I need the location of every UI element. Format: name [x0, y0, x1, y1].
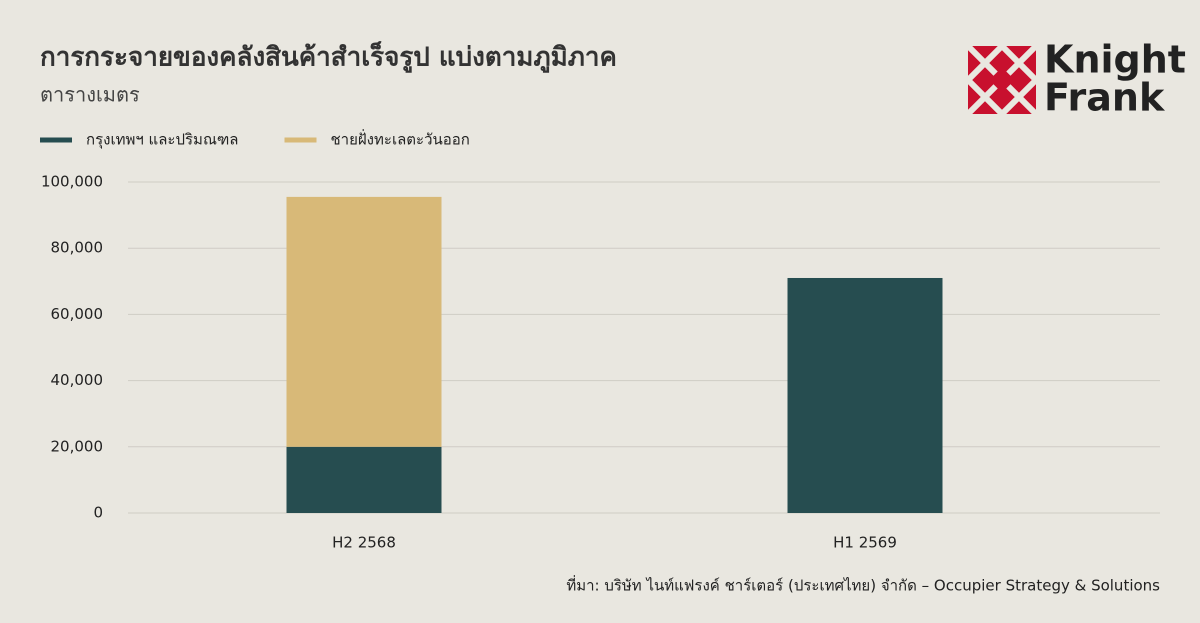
x-tick-label: H1 2569	[833, 534, 897, 552]
logo-text: Knight	[1044, 38, 1186, 82]
chart-title: การกระจายของคลังสินค้าสำเร็จรูป แบ่งตามภ…	[40, 41, 617, 74]
y-tick-label: 0	[93, 504, 103, 522]
y-tick-label: 40,000	[51, 371, 104, 389]
bar-segment	[286, 196, 442, 447]
y-tick-label: 60,000	[51, 305, 104, 323]
logo-text: Frank	[1044, 76, 1165, 120]
y-tick-label: 20,000	[51, 437, 104, 455]
legend-label: ชายฝั่งทะเลตะวันออก	[331, 129, 470, 149]
y-tick-label: 80,000	[51, 239, 104, 257]
chart-subtitle: ตารางเมตร	[40, 83, 140, 107]
bar-segment	[286, 446, 442, 513]
logo-shape	[989, 67, 1015, 93]
legend-label: กรุงเทพฯ และปริมณฑล	[86, 131, 239, 150]
bar-segment	[787, 277, 943, 513]
logo-icon	[963, 41, 1041, 119]
y-tick-label: 100,000	[41, 173, 103, 191]
source: ที่มา: บริษัท ไนท์แฟรงค์ ชาร์เตอร์ (ประเ…	[566, 575, 1160, 595]
x-tick-label: H2 2568	[332, 534, 396, 552]
